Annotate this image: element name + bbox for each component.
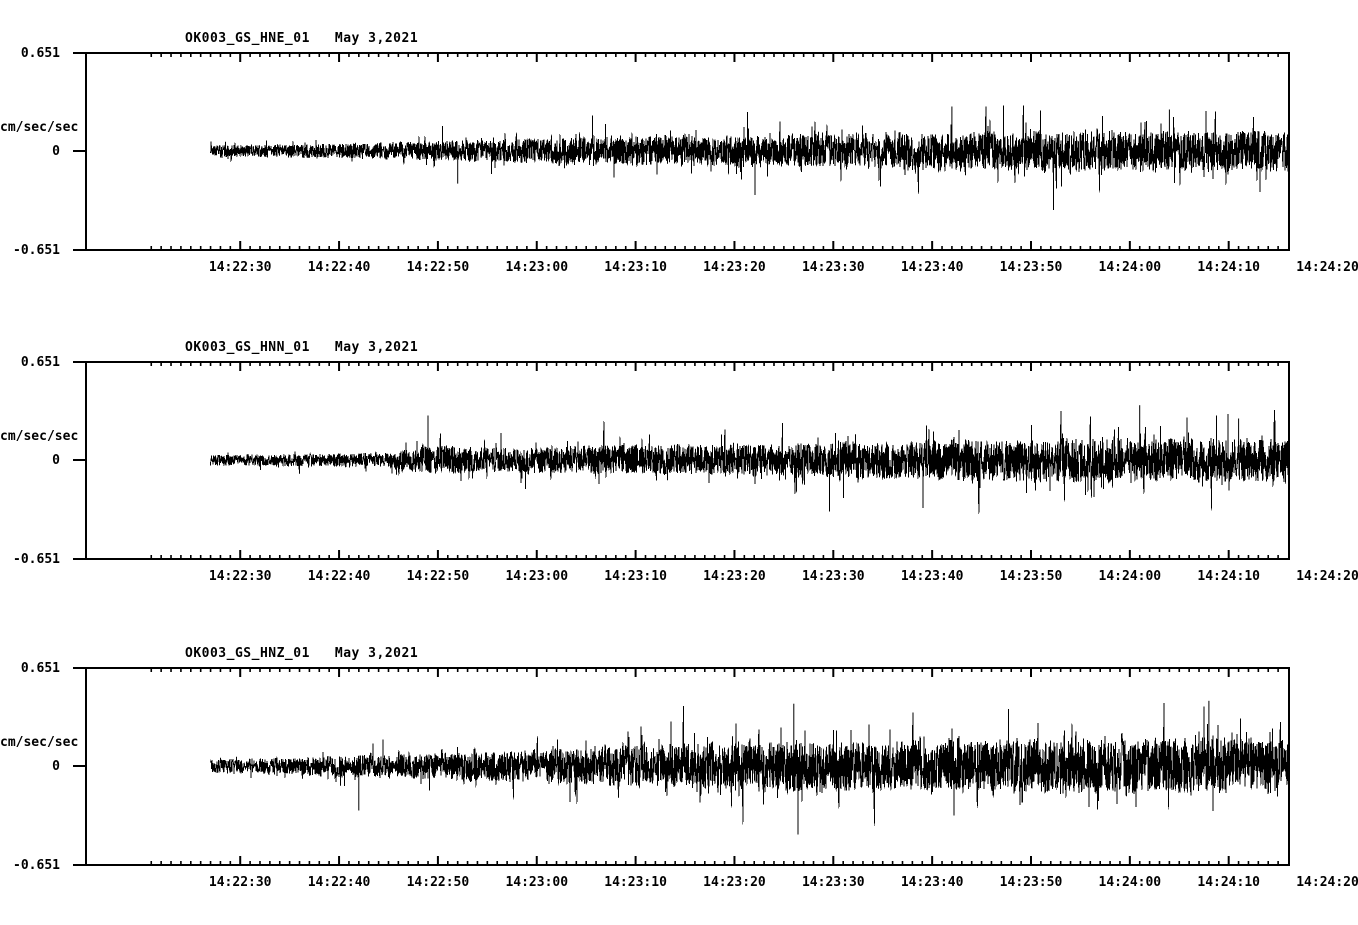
x-tick-label: 14:23:40: [900, 875, 964, 890]
y-tick-mark-top-hnz: [73, 667, 85, 669]
y-tick-mark-top-hnn: [73, 361, 85, 363]
x-tick-label: 14:22:50: [406, 569, 470, 584]
x-tick-label: 14:23:20: [703, 260, 766, 275]
panel-title-hne: OK003_GS_HNE_01 May 3,2021: [185, 31, 419, 46]
y-tick-top-hnz: 0.651: [20, 661, 60, 676]
x-tick-label: 14:24:20: [1296, 569, 1358, 584]
x-tick-label: 14:23:00: [505, 260, 569, 275]
y-tick-mid-hnz: 0: [52, 759, 60, 774]
x-tick-label: 14:23:10: [604, 875, 667, 890]
y-tick-top-hnn: 0.651: [20, 355, 60, 370]
x-tick-label: 14:23:50: [999, 569, 1063, 584]
y-axis-unit-hne: cm/sec/sec: [0, 120, 79, 135]
waveform-trace-hnz: [210, 700, 1288, 835]
x-tick-label: 14:22:40: [307, 875, 371, 890]
y-tick-mark-bottom-hnn: [73, 558, 85, 560]
x-tick-label: 14:23:40: [900, 569, 964, 584]
x-tick-label: 14:23:30: [801, 569, 865, 584]
x-tick-label: 14:23:10: [604, 569, 667, 584]
panel-title-hnz: OK003_GS_HNZ_01 May 3,2021: [185, 646, 419, 661]
y-tick-mark-top-hne: [73, 52, 85, 54]
x-tick-label: 14:24:10: [1197, 875, 1260, 890]
y-tick-bottom-hnn: -0.651: [13, 552, 60, 567]
x-tick-label: 14:23:40: [900, 260, 964, 275]
x-tick-label: 14:22:30: [208, 875, 272, 890]
y-tick-mid-hne: 0: [52, 144, 60, 159]
x-tick-label: 14:22:30: [208, 569, 272, 584]
x-tick-label: 14:23:20: [703, 875, 766, 890]
x-tick-label: 14:24:20: [1296, 875, 1358, 890]
y-tick-mark-mid-hne: [73, 150, 85, 152]
x-tick-label: 14:24:10: [1197, 569, 1260, 584]
y-tick-mark-mid-hnn: [73, 459, 85, 461]
x-tick-label: 14:23:10: [604, 260, 667, 275]
y-tick-mark-bottom-hne: [73, 249, 85, 251]
x-tick-label: 14:24:00: [1098, 569, 1162, 584]
x-tick-label: 14:23:50: [999, 260, 1063, 275]
panel-title-hnn: OK003_GS_HNN_01 May 3,2021: [185, 340, 419, 355]
y-tick-mark-mid-hnz: [73, 765, 85, 767]
x-tick-label: 14:24:00: [1098, 875, 1162, 890]
x-tick-label: 14:24:00: [1098, 260, 1162, 275]
x-tick-label: 14:23:00: [505, 569, 569, 584]
y-axis-unit-hnz: cm/sec/sec: [0, 735, 79, 750]
x-tick-label: 14:23:30: [801, 260, 865, 275]
y-tick-bottom-hnz: -0.651: [13, 858, 60, 873]
x-tick-label: 14:22:50: [406, 260, 470, 275]
x-tick-label: 14:22:50: [406, 875, 470, 890]
x-tick-label: 14:22:40: [307, 569, 371, 584]
y-tick-bottom-hne: -0.651: [13, 243, 60, 258]
y-axis-unit-hnn: cm/sec/sec: [0, 429, 79, 444]
y-tick-mark-bottom-hnz: [73, 864, 85, 866]
seismogram-panel-hnz: OK003_GS_HNZ_01 May 3,2021 cm/sec/sec 0.…: [0, 615, 1358, 925]
x-tick-label: 14:23:30: [801, 875, 865, 890]
x-tick-label: 14:23:00: [505, 875, 569, 890]
waveform-trace-hnn: [210, 405, 1288, 515]
y-tick-top-hne: 0.651: [20, 46, 60, 61]
x-tick-label: 14:23:20: [703, 569, 766, 584]
x-tick-label: 14:22:30: [208, 260, 272, 275]
x-tick-label: 14:22:40: [307, 260, 371, 275]
waveform-trace-hne: [210, 105, 1288, 210]
x-tick-label: 14:24:10: [1197, 260, 1260, 275]
seismogram-panel-hnn: OK003_GS_HNN_01 May 3,2021 cm/sec/sec 0.…: [0, 309, 1358, 619]
x-tick-label: 14:24:20: [1296, 260, 1358, 275]
seismogram-panel-hne: OK003_GS_HNE_01 May 3,2021 cm/sec/sec 0.…: [0, 0, 1358, 310]
y-tick-mid-hnn: 0: [52, 453, 60, 468]
x-tick-label: 14:23:50: [999, 875, 1063, 890]
